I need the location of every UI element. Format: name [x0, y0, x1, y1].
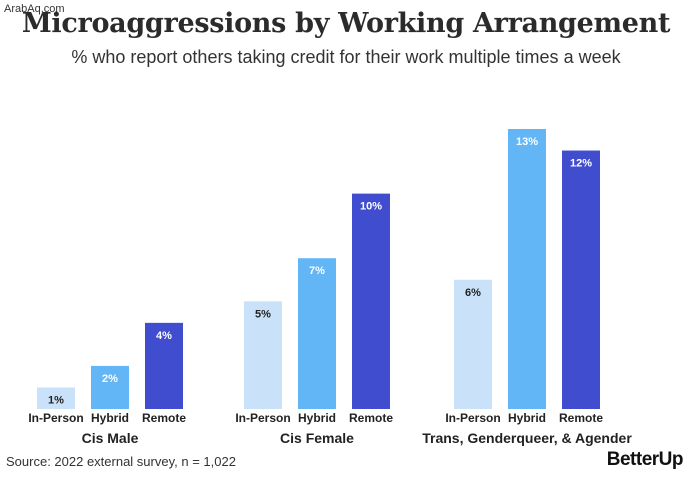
group-label: Cis Male [82, 430, 139, 446]
category-label: Hybrid [508, 411, 546, 425]
data-label: 1% [48, 394, 64, 406]
group-label: Cis Female [280, 430, 354, 446]
category-label: In-Person [445, 411, 500, 425]
category-label: In-Person [235, 411, 290, 425]
data-label: 5% [255, 308, 271, 320]
data-label: 12% [570, 158, 592, 170]
data-label: 13% [516, 136, 538, 148]
category-label: Remote [349, 411, 393, 425]
bar-cis-male-remote [145, 322, 183, 409]
bar-trans-genderqueer-agender-hybrid [508, 129, 546, 409]
watermark: ArabAq.com [4, 3, 65, 15]
category-label: Hybrid [91, 411, 129, 425]
data-label: 6% [465, 287, 481, 299]
chart-subtitle: % who report others taking credit for th… [71, 47, 621, 67]
bar-cis-male-hybrid [91, 365, 129, 409]
group-label: Trans, Genderqueer, & Agender [422, 430, 632, 446]
category-label: In-Person [28, 411, 83, 425]
bar-trans-genderqueer-agender-remote [562, 150, 600, 410]
brand-logo: BetterUp [606, 449, 684, 470]
data-label: 7% [309, 265, 325, 277]
bar-trans-genderqueer-agender-in-person [454, 279, 492, 409]
bar-cis-female-remote [352, 193, 390, 409]
category-label: Hybrid [298, 411, 336, 425]
bar-cis-female-hybrid [298, 258, 336, 409]
category-label: Remote [142, 411, 186, 425]
category-label: Remote [559, 411, 603, 425]
data-label: 10% [360, 201, 382, 213]
source-note: Source: 2022 external survey, n = 1,022 [6, 454, 236, 469]
data-label: 2% [102, 373, 118, 385]
data-label: 4% [156, 330, 172, 342]
bar-cis-male-in-person [37, 387, 75, 409]
chart-title: Microaggressions by Working Arrangement [21, 8, 671, 39]
bar-cis-female-in-person [244, 301, 282, 409]
